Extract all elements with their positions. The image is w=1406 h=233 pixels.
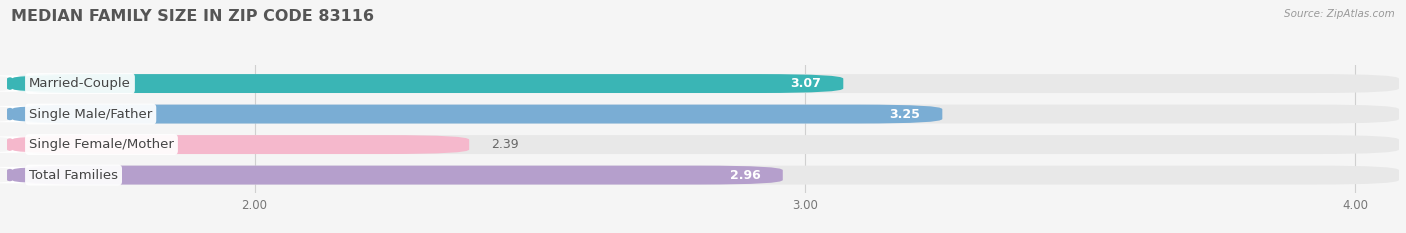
FancyBboxPatch shape [0,136,67,153]
FancyBboxPatch shape [7,166,783,185]
Text: Married-Couple: Married-Couple [30,77,131,90]
Text: 3.25: 3.25 [890,108,921,120]
Text: Single Female/Mother: Single Female/Mother [30,138,174,151]
FancyBboxPatch shape [7,135,470,154]
FancyBboxPatch shape [0,75,67,92]
Text: 2.39: 2.39 [491,138,519,151]
Text: 3.07: 3.07 [790,77,821,90]
Text: 2.96: 2.96 [730,169,761,182]
FancyBboxPatch shape [7,166,1399,185]
FancyBboxPatch shape [7,74,1399,93]
Text: Source: ZipAtlas.com: Source: ZipAtlas.com [1284,9,1395,19]
FancyBboxPatch shape [7,74,844,93]
FancyBboxPatch shape [0,106,67,122]
FancyBboxPatch shape [0,167,67,183]
Text: Single Male/Father: Single Male/Father [30,108,152,120]
FancyBboxPatch shape [7,105,942,123]
Text: MEDIAN FAMILY SIZE IN ZIP CODE 83116: MEDIAN FAMILY SIZE IN ZIP CODE 83116 [11,9,374,24]
FancyBboxPatch shape [7,135,1399,154]
FancyBboxPatch shape [7,105,1399,123]
Text: Total Families: Total Families [30,169,118,182]
